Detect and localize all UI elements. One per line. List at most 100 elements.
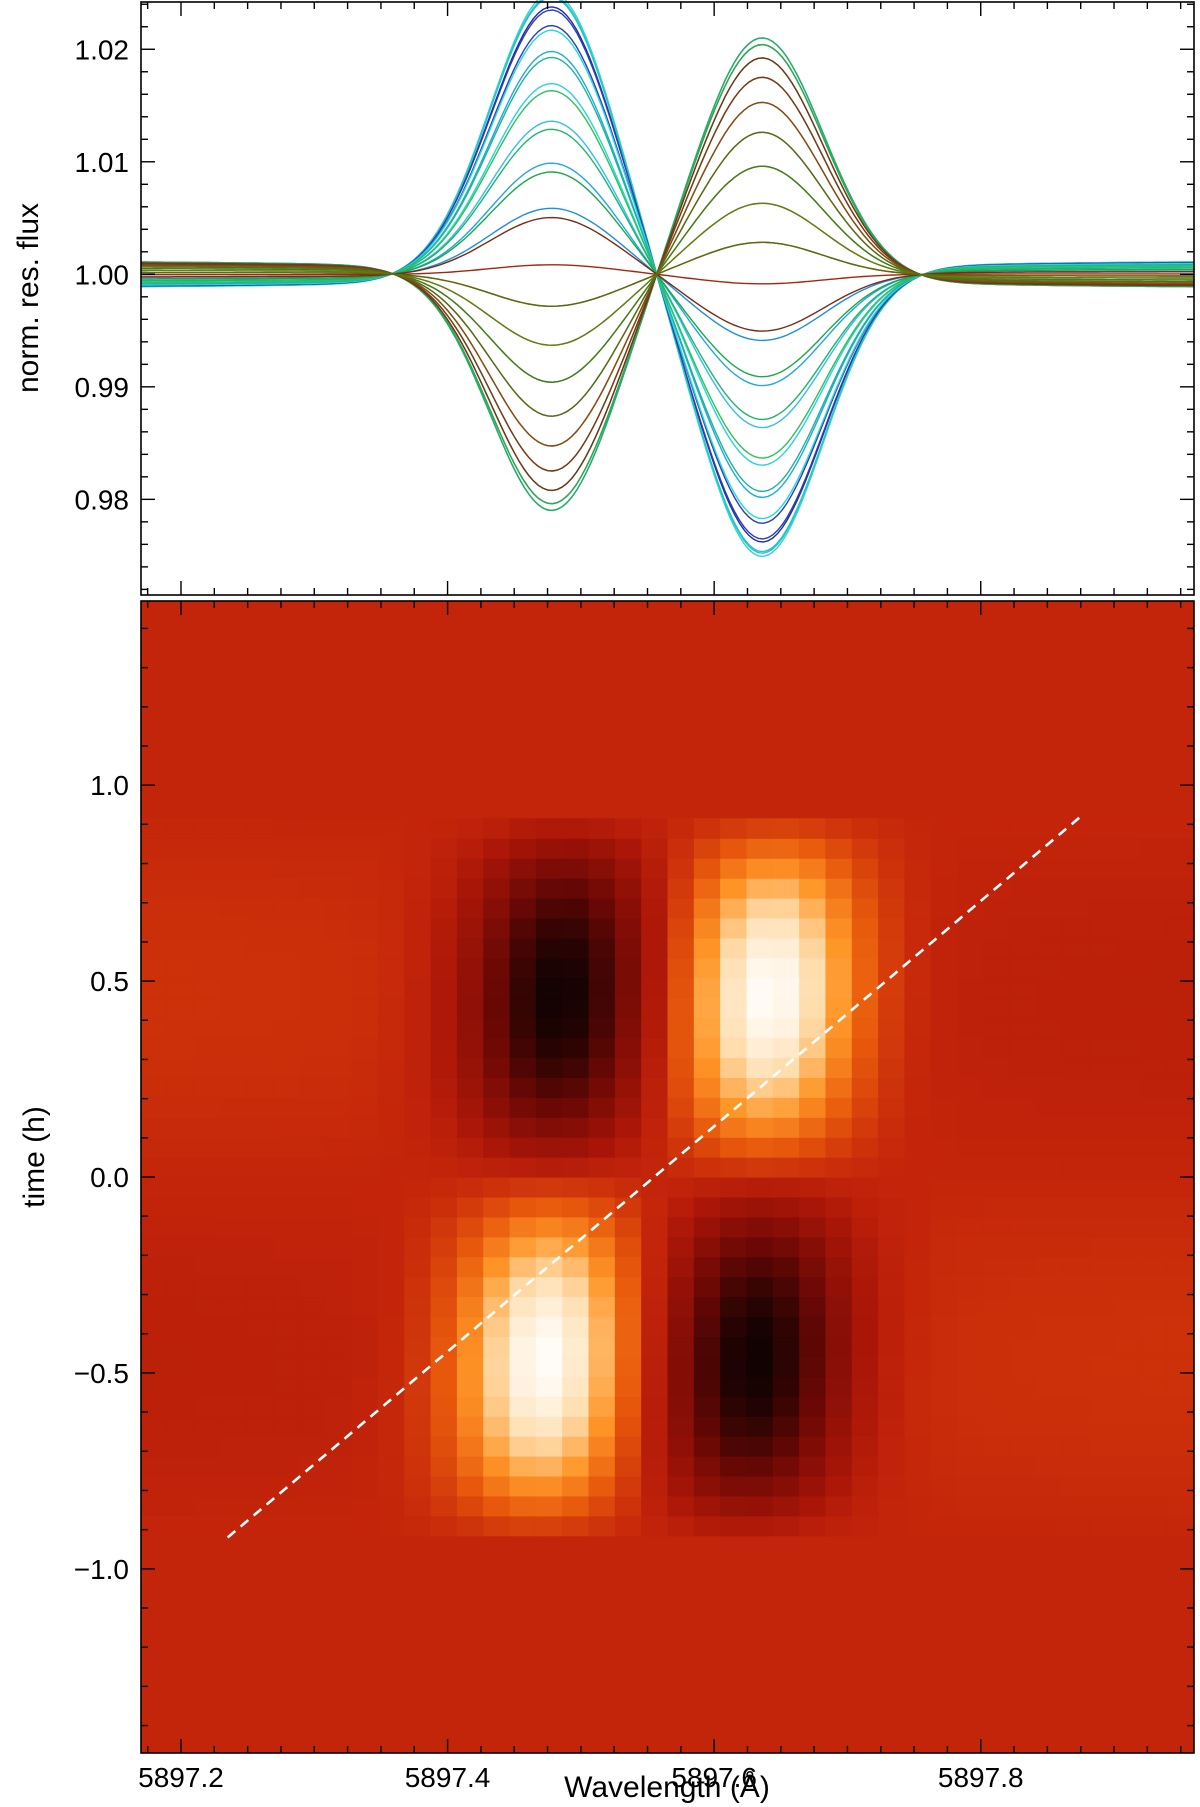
heatmap-cell	[404, 1057, 432, 1078]
heatmap-cell	[351, 1416, 379, 1437]
heatmap-cell	[693, 1216, 721, 1238]
heatmap-cell	[1167, 1216, 1194, 1238]
heatmap-cell	[799, 957, 827, 979]
heatmap-cell	[298, 917, 326, 939]
heatmap-cell	[983, 1256, 1011, 1278]
heatmap-cell	[825, 1296, 853, 1318]
heatmap-cell	[325, 1177, 353, 1198]
heatmap-cell	[614, 1356, 642, 1377]
heatmap-cell	[772, 838, 800, 859]
heatmap-cell	[851, 1077, 879, 1098]
heatmap-cell	[825, 1336, 853, 1357]
heatmap-cell	[562, 1495, 590, 1517]
heatmap-cell	[562, 838, 590, 859]
heatmap-cell	[351, 818, 379, 839]
heatmap-cell	[983, 1376, 1011, 1397]
heatmap-cell	[535, 1356, 563, 1377]
heatmap-cell	[746, 1117, 774, 1138]
heatmap-cell	[562, 1276, 590, 1298]
heatmap-cell	[193, 838, 221, 859]
heatmap-cell	[1167, 1017, 1194, 1039]
heatmap-cell	[193, 1157, 221, 1178]
heatmap-cell	[1036, 1057, 1063, 1078]
heatmap-cell	[141, 1017, 168, 1039]
heatmap-cell	[430, 1196, 458, 1218]
heatmap-cell	[509, 1077, 537, 1098]
x-tick-label: 5897.8	[938, 1762, 1024, 1793]
heatmap-cell	[1036, 1376, 1063, 1397]
heatmap-cell	[667, 1316, 695, 1338]
heatmap-cell	[983, 1416, 1011, 1437]
heatmap-cell	[799, 977, 827, 999]
heatmap-cell	[1115, 1117, 1142, 1138]
heatmap-cell	[1167, 1376, 1194, 1397]
heatmap-cell	[141, 1196, 168, 1218]
heatmap-cell	[298, 898, 326, 919]
profile-series-line	[140, 76, 1194, 472]
heatmap-cell	[167, 977, 195, 999]
heatmap-cell	[272, 1316, 300, 1338]
heatmap-cell	[772, 818, 800, 839]
heatmap-cell	[141, 1077, 168, 1098]
heatmap-cell	[430, 838, 458, 859]
heatmap-cell	[562, 957, 590, 979]
heatmap-cell	[219, 917, 247, 939]
heatmap-cell	[772, 1436, 800, 1457]
heatmap-cell	[772, 1296, 800, 1318]
heatmap-cell	[983, 997, 1011, 1019]
heatmap-cell	[878, 917, 906, 939]
heatmap-cell	[614, 1077, 642, 1098]
heatmap-cell	[535, 1515, 563, 1537]
heatmap-cell	[456, 937, 484, 959]
heatmap-cell	[1167, 1416, 1194, 1437]
heatmap-cell	[351, 1296, 379, 1318]
heatmap-cell	[167, 1196, 195, 1218]
heatmap-cell	[825, 878, 853, 899]
heatmap-cell	[614, 1316, 642, 1338]
heatmap-cell	[667, 1256, 695, 1278]
heatmap-cell	[1088, 1256, 1116, 1278]
heatmap-cell	[614, 1376, 642, 1397]
heatmap-cell	[298, 1196, 326, 1218]
heatmap-cell	[1036, 1515, 1063, 1537]
heatmap-cell	[878, 1196, 906, 1218]
heatmap-cell	[535, 1436, 563, 1457]
heatmap-cell	[904, 937, 932, 959]
heatmap-cell	[588, 1196, 616, 1218]
heatmap-cell	[667, 1276, 695, 1298]
heatmap-cell	[298, 977, 326, 999]
heatmap-cell	[667, 1157, 695, 1178]
heatmap-cell	[483, 1177, 511, 1198]
heatmap-cell	[957, 1436, 984, 1457]
heatmap-cell	[1062, 838, 1090, 859]
heatmap-cell	[483, 1436, 511, 1457]
heatmap-cell	[351, 1017, 379, 1039]
heatmap-cell	[588, 1216, 616, 1238]
heatmap-cell	[693, 1336, 721, 1357]
heatmap-cell	[720, 1097, 748, 1118]
heatmap-cell	[1062, 1336, 1090, 1357]
heatmap-cell	[430, 898, 458, 919]
heatmap-cell	[746, 898, 774, 919]
heatmap-cell	[562, 1356, 590, 1377]
heatmap-cell	[1167, 1396, 1194, 1417]
heatmap-cell	[693, 1137, 721, 1158]
heatmap-cell	[1115, 1137, 1142, 1158]
heatmap-cell	[878, 1376, 906, 1397]
heatmap-cell	[272, 1276, 300, 1298]
heatmap-cell	[298, 1117, 326, 1138]
heatmap-cell	[377, 858, 405, 879]
heatmap-cell	[878, 1097, 906, 1118]
heatmap-cell	[746, 878, 774, 899]
heatmap-cell	[325, 917, 353, 939]
heatmap-cell	[167, 1137, 195, 1158]
heatmap-cell	[825, 818, 853, 839]
heatmap-cell	[1167, 858, 1194, 879]
heatmap-cell	[456, 1396, 484, 1417]
heatmap-cell	[141, 818, 168, 839]
heatmap-cell	[930, 1196, 958, 1218]
heatmap-cell	[825, 1037, 853, 1059]
heatmap-cell	[377, 957, 405, 979]
heatmap-cell	[588, 858, 616, 879]
heatmap-cell	[693, 1117, 721, 1138]
